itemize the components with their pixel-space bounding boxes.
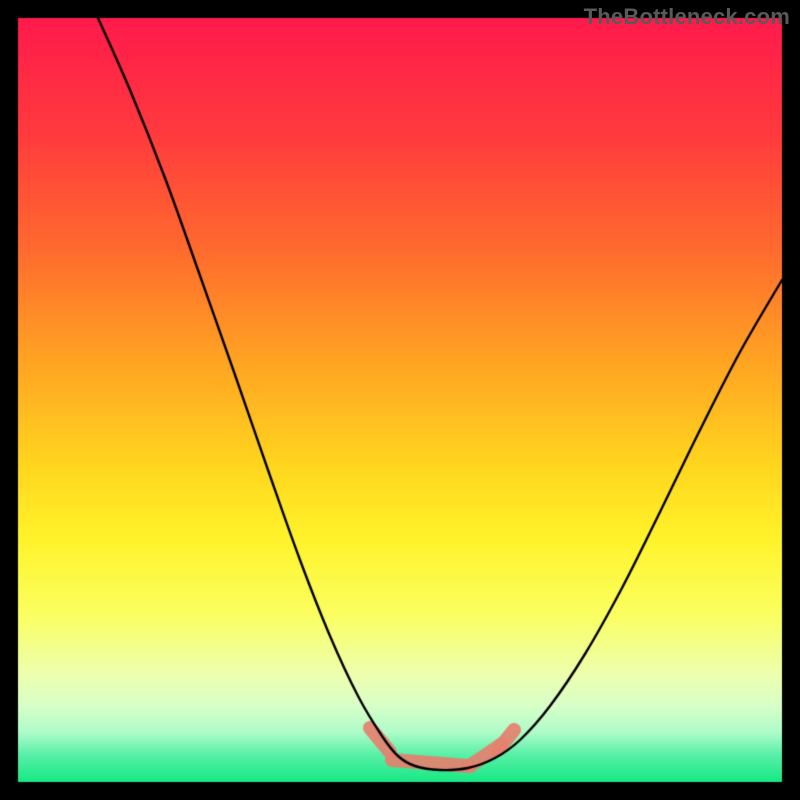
watermark-text: TheBottleneck.com [584, 4, 790, 30]
bottleneck-chart-container: TheBottleneck.com [0, 0, 800, 800]
bottleneck-curve-chart [0, 0, 800, 800]
